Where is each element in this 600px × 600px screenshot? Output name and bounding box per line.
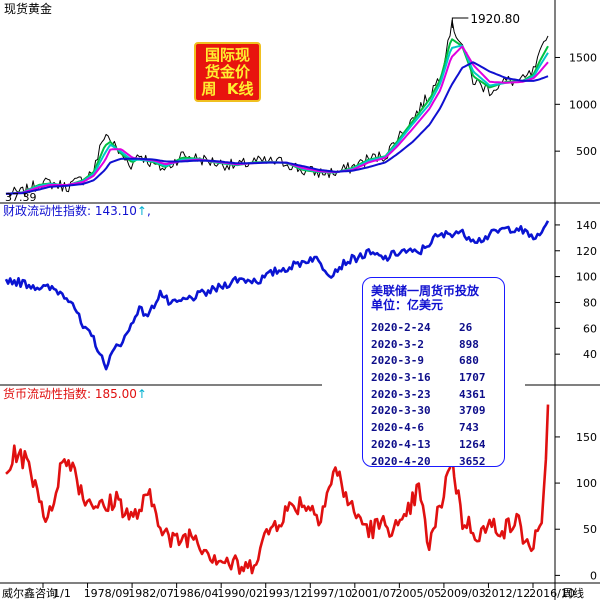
date-tick-label: 1/1: [53, 587, 71, 600]
y-tick-label: 60: [583, 322, 597, 335]
monetary-index-title: 货币流动性指数: 185.00↑: [3, 386, 147, 401]
y-tick-label: 140: [576, 219, 597, 232]
gold-price-plot: [5, 19, 549, 197]
y-tick-label: 0: [590, 569, 597, 582]
fed-row-value: 898: [459, 337, 479, 351]
fiscal-index-value: 143.10: [95, 204, 137, 218]
date-tick-label: 2001/07: [351, 587, 397, 600]
y-tick-label: 150: [576, 431, 597, 444]
low-value-label: 37.39: [5, 191, 37, 204]
fed-table-row: 2020-2-24 26: [371, 320, 496, 337]
y-tick-label: 1500: [569, 51, 597, 64]
fed-table-row: 2020-4-20 3652: [371, 454, 496, 471]
series-line-0-3: [5, 45, 549, 195]
y-tick-label: 50: [583, 523, 597, 536]
fed-row-value: 743: [459, 421, 479, 435]
fed-table-row: 2020-3-2 898: [371, 337, 496, 354]
date-tick-label: 1990/02: [217, 587, 263, 600]
fed-row-value: 1707: [459, 371, 486, 385]
series-line-0-4: [5, 61, 549, 195]
fed-row-date: 2020-3-30: [371, 404, 431, 418]
badge-line-1: 国际现: [204, 46, 250, 64]
fiscal-index-title: 财政流动性指数: 143.10↑,: [3, 203, 151, 218]
date-tick-label: 2012/12: [485, 587, 531, 600]
axes: 500 1000 1500 40 60 80 100 120 140 0 50 100 150: [451, 17, 597, 582]
date-tick-label: 1982/07: [128, 587, 174, 600]
fed-row-date: 2020-3-9: [371, 354, 424, 368]
fed-row-date: 2020-3-2: [371, 337, 424, 351]
fed-row-date: 2020-3-16: [371, 371, 431, 385]
y-tick-label: 100: [576, 271, 597, 284]
fed-row-value: 4361: [459, 387, 486, 401]
badge-line-3: 周 K线: [201, 80, 254, 98]
date-tick-label: 2005/05: [396, 587, 442, 600]
fed-table-title: 美联储一周货币投放: [371, 284, 480, 298]
fed-row-value: 3652: [459, 454, 486, 468]
series-line-0-2: [5, 44, 549, 195]
fed-table-unit: 单位：亿美元: [371, 298, 444, 312]
date-tick-label: 1997/10: [306, 587, 352, 600]
fed-row-value: 680: [459, 354, 479, 368]
badge-line-2: 货金价: [204, 63, 250, 81]
fed-table-rows: 2020-2-24 26 2020-3-2 898 2020-3-9 680 2020-3-…: [371, 320, 496, 470]
source-label: 威尔鑫咨询: [2, 586, 57, 600]
fed-row-date: 2020-3-23: [371, 387, 431, 401]
series-line-0-0: [5, 19, 549, 197]
date-tick-label: 1993/12: [262, 587, 308, 600]
series-line-0-1: [5, 38, 549, 195]
fed-row-value: 3709: [459, 404, 486, 418]
fed-row-value: 26: [459, 321, 473, 334]
fed-row-date: 2020-4-20: [371, 454, 431, 468]
date-tick-label: 1978/09: [84, 587, 130, 600]
instrument-title: 现货黄金: [4, 1, 52, 16]
fiscal-index-name: 财政流动性指数: [3, 203, 87, 218]
fed-row-value: 1264: [459, 437, 486, 451]
fed-row-date: 2020-4-6: [371, 421, 424, 435]
series-line-2-0: [5, 404, 550, 575]
fed-row-date: 2020-2-24: [371, 321, 431, 334]
y-tick-label: 80: [583, 296, 597, 309]
monetary-liquidity-plot: [5, 404, 550, 575]
fed-table-row: 2020-4-6 743: [371, 420, 496, 437]
fed-table-row: 2020-4-13 1264: [371, 437, 496, 454]
date-tick-label: 1986/04: [173, 587, 219, 600]
peak-value-label: 1920.80: [470, 12, 520, 26]
peak-marker: [451, 17, 469, 29]
y-tick-label: 1000: [569, 98, 597, 111]
fed-table-row: 2020-3-23 4361: [371, 387, 496, 404]
y-tick-label: 40: [583, 348, 597, 361]
fed-table-row: 2020-3-9 680: [371, 353, 496, 370]
date-tick-label: 2016/10: [529, 587, 575, 600]
y-tick-label: 500: [576, 145, 597, 158]
period-label: 周线: [562, 586, 584, 600]
date-ticks: 1/1 1978/091982/071986/041990/021993/1219…: [42, 583, 575, 600]
y-tick-label: 120: [576, 245, 597, 258]
fiscal-liquidity-plot: [4, 220, 550, 371]
date-tick-label: 2009/03: [440, 587, 486, 600]
fed-table-row: 2020-3-30 3709: [371, 403, 496, 420]
fed-table-row: 2020-3-16 1707: [371, 370, 496, 387]
series-line-1-0: [4, 220, 550, 371]
monetary-index-value: 185.00: [95, 387, 137, 401]
y-tick-label: 100: [576, 477, 597, 490]
chart-badge: 国际现 货金价 周 K线: [194, 42, 261, 102]
fed-row-date: 2020-4-13: [371, 437, 431, 451]
monetary-index-name: 货币流动性指数: [3, 386, 87, 401]
fed-injection-table: 美联储一周货币投放 单位：亿美元 2020-2-24 26 2020-3-2 898 2…: [362, 277, 505, 470]
